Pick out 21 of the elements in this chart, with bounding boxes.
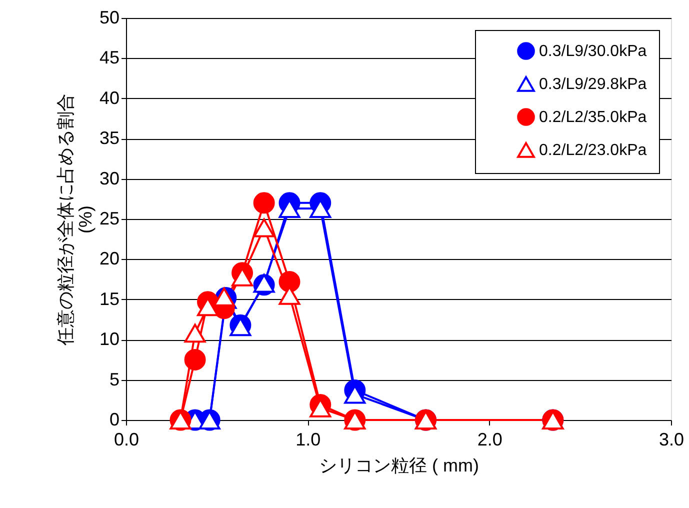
- y-tick-label: 45: [99, 48, 120, 68]
- y-axis-title: 任意の粒径が全体に占める割合 (%): [55, 94, 96, 346]
- y-tick-label: 30: [99, 168, 120, 188]
- y-tick-label: 20: [99, 248, 120, 269]
- x-tick-label: 0.0: [114, 430, 140, 450]
- legend-label: 0.3/L9/29.8kPa: [539, 76, 647, 93]
- y-tick-label: 50: [99, 8, 120, 28]
- y-tick-label: 0: [109, 410, 120, 430]
- y-tick-label: 25: [99, 208, 120, 228]
- x-tick-label: 1.0: [296, 430, 321, 450]
- x-tick-label: 2.0: [477, 430, 502, 450]
- legend-label: 0.2/L2/23.0kPa: [539, 142, 647, 159]
- y-tick-label: 35: [99, 128, 120, 148]
- legend-label: 0.3/L9/30.0kPa: [539, 43, 647, 60]
- y-tick-label: 5: [109, 369, 120, 390]
- legend-label: 0.2/L2/35.0kPa: [539, 109, 647, 126]
- x-axis-title: シリコン粒径 ( mm): [319, 456, 479, 476]
- y-tick-label: 10: [99, 329, 120, 350]
- y-tick-label: 40: [99, 88, 120, 108]
- y-tick-label: 15: [99, 288, 120, 309]
- x-tick-label: 3.0: [658, 430, 684, 450]
